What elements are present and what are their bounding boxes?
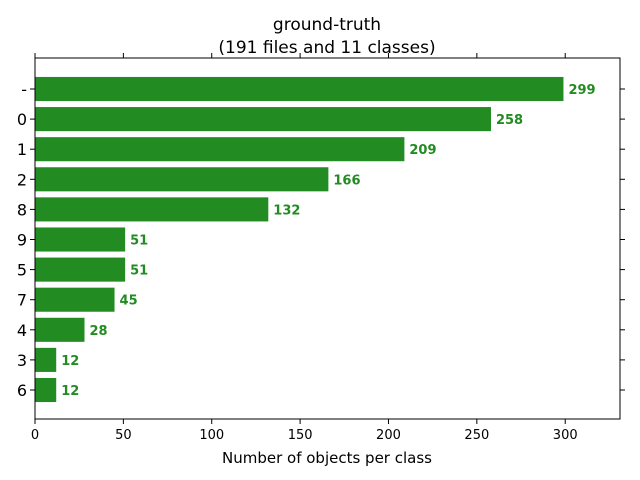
x-tick-label-200: 200 xyxy=(376,428,401,443)
plot-frame xyxy=(34,57,621,420)
y-tick-label-6: 6 xyxy=(17,381,27,400)
x-tick-label-50: 50 xyxy=(115,428,132,443)
chart-title-line-2: (191 files and 11 classes) xyxy=(218,38,435,58)
x-tick-label-150: 150 xyxy=(288,428,313,443)
y-tick-label-1: 1 xyxy=(17,140,27,159)
data-label-9: 51 xyxy=(130,234,148,249)
x-axis-label: Number of objects per class xyxy=(222,449,432,467)
bar-9 xyxy=(35,227,126,252)
data-label-3: 12 xyxy=(61,354,79,369)
data-label-6: 12 xyxy=(61,384,79,399)
data-label--: 299 xyxy=(568,83,595,98)
y-tick-label-9: 9 xyxy=(17,231,27,250)
bar-4 xyxy=(35,317,85,342)
x-tick-label-0: 0 xyxy=(31,428,39,443)
data-label-0: 258 xyxy=(496,113,523,128)
bar-0 xyxy=(35,107,491,132)
chart-title: ground-truth (191 files and 11 classes) xyxy=(218,15,435,58)
data-label-2: 166 xyxy=(333,173,360,188)
data-label-1: 209 xyxy=(409,143,436,158)
y-tick-label-3: 3 xyxy=(17,351,27,370)
chart-title-line-1: ground-truth xyxy=(273,15,381,35)
y-tick-label-4: 4 xyxy=(17,321,27,340)
bar-2 xyxy=(35,167,329,192)
bar-6 xyxy=(35,377,57,403)
bar-1 xyxy=(35,137,405,162)
y-tick-label--: - xyxy=(21,80,27,99)
bar-series xyxy=(35,76,564,403)
data-label-4: 28 xyxy=(89,324,107,339)
y-tick-label-0: 0 xyxy=(17,110,27,129)
data-label-5: 51 xyxy=(130,264,148,279)
x-tick-label-250: 250 xyxy=(464,428,489,443)
bar-8 xyxy=(35,197,269,222)
data-labels: 299 258 209 166 132 51 51 45 28 12 12 xyxy=(61,83,595,399)
x-tick-label-100: 100 xyxy=(199,428,224,443)
bar-3 xyxy=(35,347,57,372)
y-tick-label-7: 7 xyxy=(17,291,27,310)
bar-7 xyxy=(35,287,115,312)
data-label-8: 132 xyxy=(273,203,300,218)
x-axis: 0 50 100 150 200 250 300 xyxy=(31,53,578,443)
y-tick-label-5: 5 xyxy=(17,261,27,280)
bar-- xyxy=(35,76,564,102)
y-tick-label-2: 2 xyxy=(17,170,27,189)
y-tick-label-8: 8 xyxy=(17,200,27,219)
data-label-7: 45 xyxy=(120,294,138,309)
x-tick-label-300: 300 xyxy=(553,428,578,443)
bar-5 xyxy=(35,257,126,282)
